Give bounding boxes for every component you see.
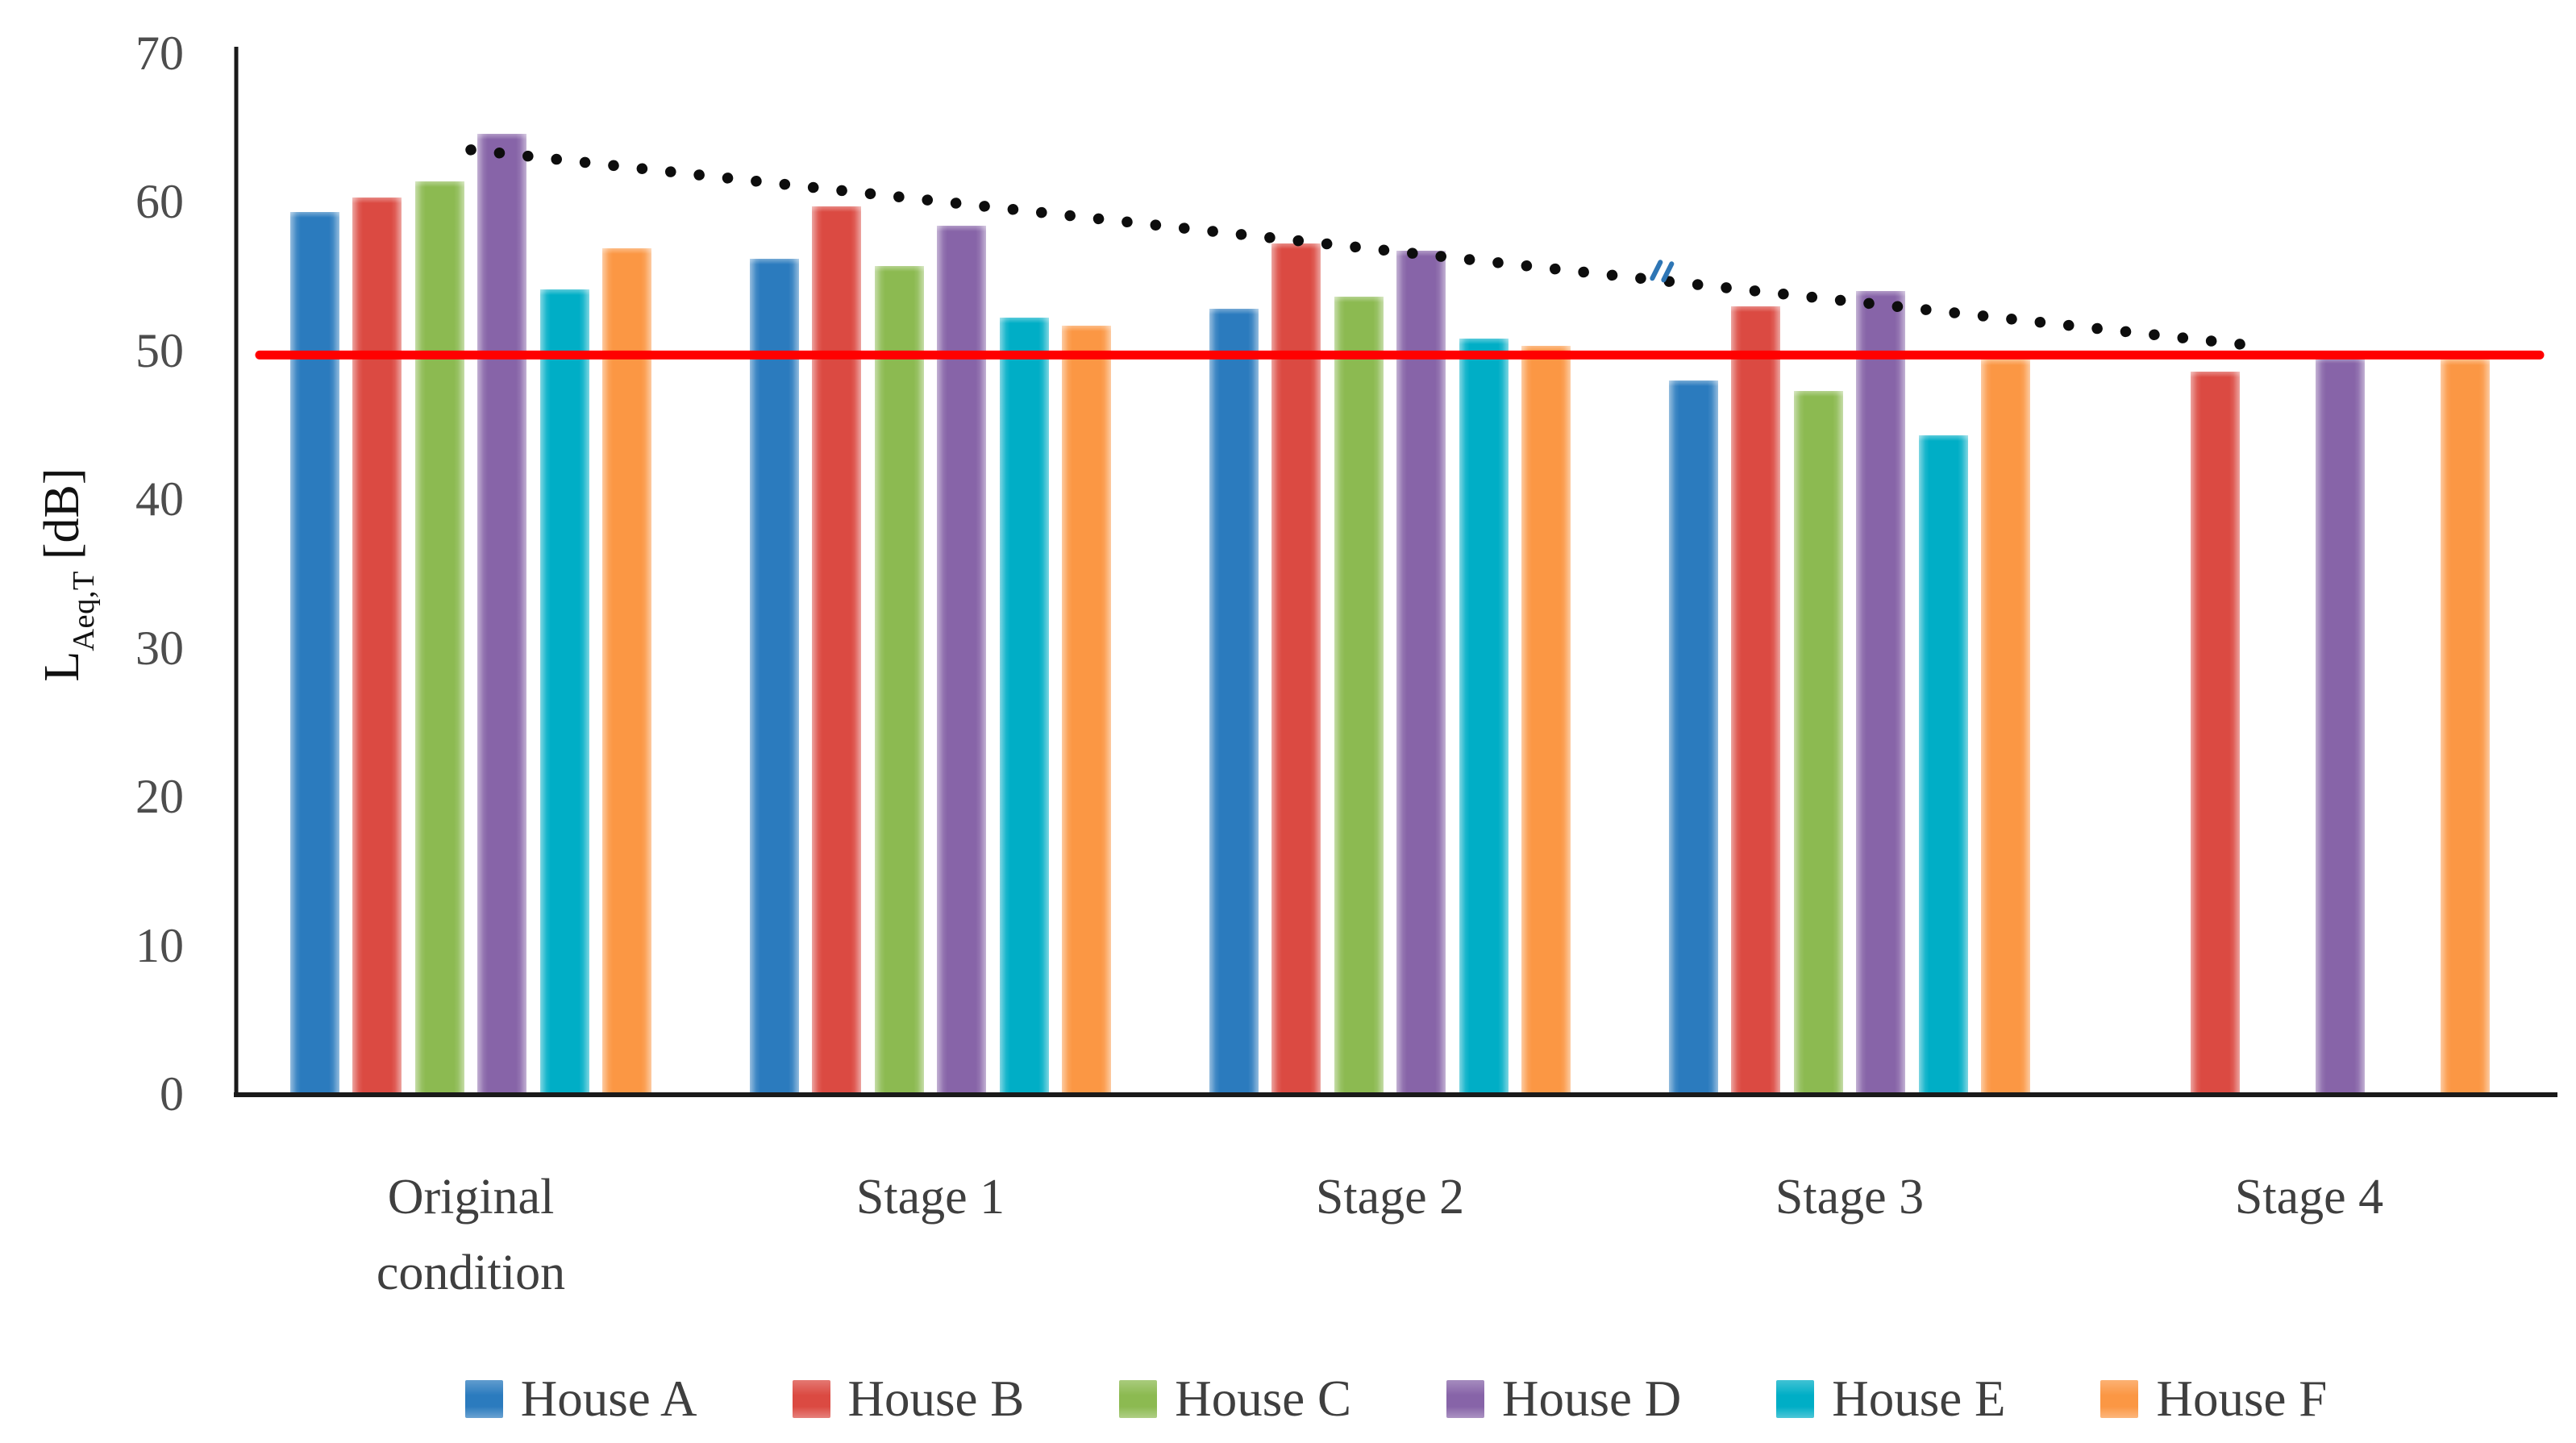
y-tick-label-20: 20 — [135, 770, 184, 824]
bar-house-c-stage-2 — [1334, 297, 1384, 1094]
bar-house-e-stage-1 — [999, 318, 1049, 1094]
category-label-original-condition: Original condition — [376, 1170, 566, 1300]
bar-house-a-stage-2 — [1209, 309, 1259, 1094]
chart-legend: House A House B House C House D House E House… — [236, 1366, 2556, 1431]
y-tick-label-50: 50 — [135, 323, 184, 377]
y-tick-label-40: 40 — [135, 472, 184, 526]
bar-house-c-original-condition — [414, 181, 464, 1094]
bar-house-d-stage-3 — [1856, 291, 1906, 1094]
legend-label-house-c: House C — [1175, 1370, 1352, 1427]
legend-item-house-e: House E — [1776, 1370, 2006, 1427]
bar-house-b-stage-3 — [1731, 306, 1781, 1094]
bar-house-a-stage-3 — [1669, 380, 1718, 1094]
bar-house-d-stage-1 — [937, 225, 987, 1094]
bar-house-e-stage-2 — [1459, 339, 1509, 1094]
bar-house-a-stage-1 — [750, 258, 799, 1094]
bar-house-c-stage-1 — [874, 265, 924, 1094]
category-label-stage-3: Stage 3 — [1775, 1170, 1925, 1225]
bar-house-f-original-condition — [602, 247, 651, 1094]
bar-house-d-original-condition — [477, 133, 527, 1094]
category-label-stage-2: Stage 2 — [1315, 1170, 1465, 1225]
legend-label-house-d: House D — [1502, 1370, 1682, 1427]
bar-house-f-stage-4 — [2441, 359, 2490, 1094]
legend-swatch-icon-house-e — [1776, 1379, 1815, 1418]
bar-house-b-original-condition — [352, 197, 402, 1094]
dotted-trendline — [465, 144, 2263, 352]
annotation-blue-slash-mark-0a — [1650, 260, 1663, 281]
legend-item-house-a: House A — [464, 1370, 697, 1427]
legend-swatch-icon-house-d — [1446, 1379, 1485, 1418]
annotation-blue-slash-mark-0b — [1661, 261, 1675, 283]
category-label-stage-4: Stage 4 — [2234, 1170, 2384, 1225]
legend-item-house-b: House B — [792, 1370, 1025, 1427]
legend-item-house-c: House C — [1119, 1370, 1352, 1427]
legend-swatch-icon-house-f — [2100, 1379, 2139, 1418]
bar-house-e-stage-3 — [1918, 435, 1968, 1094]
bar-house-f-stage-3 — [1981, 359, 2030, 1094]
bar-house-f-stage-1 — [1062, 325, 1111, 1094]
bar-house-d-stage-2 — [1396, 251, 1446, 1094]
legend-label-house-e: House E — [1832, 1370, 2006, 1427]
category-label-stage-1: Stage 1 — [855, 1170, 1005, 1225]
legend-swatch-icon-house-a — [464, 1379, 503, 1418]
bar-house-e-original-condition — [539, 289, 589, 1094]
bar-house-b-stage-4 — [2191, 371, 2241, 1094]
legend-item-house-f: House F — [2100, 1370, 2328, 1427]
bar-house-d-stage-4 — [2316, 358, 2366, 1094]
legend-label-house-f: House F — [2156, 1370, 2328, 1427]
bar-house-b-stage-2 — [1271, 243, 1321, 1094]
legend-item-house-d: House D — [1446, 1370, 1682, 1427]
y-tick-label-60: 60 — [135, 175, 184, 229]
y-tick-label-70: 70 — [135, 27, 184, 80]
legend-label-house-b: House B — [847, 1370, 1025, 1427]
y-tick-label-10: 10 — [135, 918, 184, 972]
legend-swatch-icon-house-c — [1119, 1379, 1158, 1418]
y-tick-label-0: 0 — [160, 1067, 184, 1121]
bar-house-f-stage-2 — [1521, 346, 1571, 1094]
y-tick-label-30: 30 — [135, 621, 184, 675]
legend-swatch-icon-house-b — [792, 1379, 830, 1418]
legend-label-house-a: House A — [520, 1370, 697, 1427]
bar-house-c-stage-3 — [1793, 390, 1843, 1094]
